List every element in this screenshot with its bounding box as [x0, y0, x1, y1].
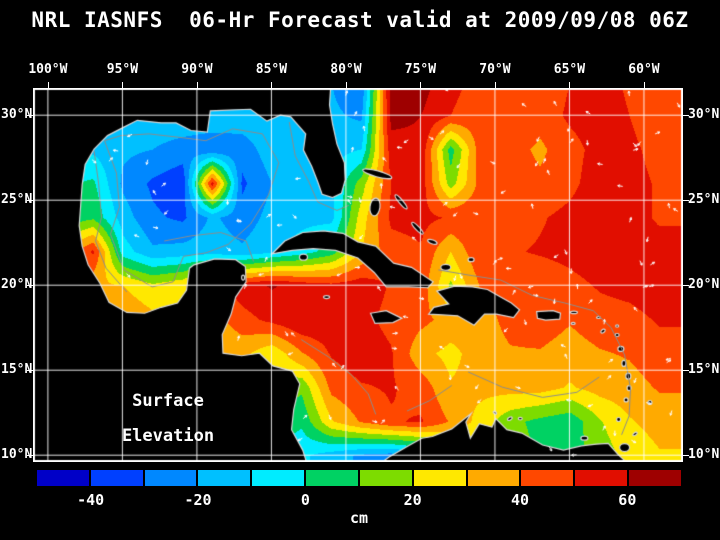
lat-tick-label-left: 25°N — [1, 192, 33, 208]
colorbar-unit-label: cm — [349, 509, 369, 527]
colorbar-tick-label: 60 — [618, 491, 637, 509]
lat-tick-label-right: 10°N — [688, 447, 720, 463]
lon-tick-mark — [494, 82, 496, 88]
colorbar-segment — [252, 470, 305, 486]
lat-tick-label-right: 25°N — [688, 192, 720, 208]
colorbar-segment — [306, 470, 358, 486]
plot-title: NRL IASNFS 06-Hr Forecast valid at 2009/… — [31, 8, 689, 32]
lat-tick-mark — [683, 455, 689, 457]
colorbar-tick-label: 0 — [300, 491, 310, 509]
colorbar-segment — [467, 470, 520, 486]
lat-tick-mark — [683, 115, 689, 117]
lat-tick-label-right: 30°N — [688, 107, 720, 123]
lat-tick-mark — [27, 455, 33, 457]
lon-tick-mark — [196, 82, 198, 88]
colorbar — [37, 470, 681, 486]
colorbar-tick-label: 40 — [510, 491, 530, 509]
variable-annotation: Surface Elevation — [114, 384, 222, 454]
colorbar-segment — [144, 470, 197, 486]
colorbar-tick-label: -40 — [77, 491, 105, 509]
lat-tick-mark — [27, 200, 33, 202]
lon-tick-label: 70°W — [479, 62, 511, 77]
lat-tick-label-left: 30°N — [1, 107, 33, 123]
colorbar-tick-label: 20 — [403, 491, 422, 509]
lat-tick-mark — [683, 200, 689, 202]
lon-tick-mark — [122, 82, 124, 88]
longitude-axis: 100°W 95°W 90°W 85°W 80°W 75°W 70°W 65°W 60°W — [0, 62, 720, 88]
lat-tick-mark — [683, 285, 689, 287]
lon-tick-label: 60°W — [628, 62, 660, 77]
lon-tick-label: 85°W — [255, 62, 288, 77]
lon-tick-label: 90°W — [181, 62, 213, 77]
colorbar-segment — [37, 470, 89, 486]
colorbar-segment — [198, 470, 251, 486]
colorbar-tick-labels: -40 -20 0 20 40 60 — [0, 491, 720, 509]
colorbar-segment — [575, 470, 628, 486]
lat-tick-mark — [27, 285, 33, 287]
colorbar-segment — [521, 470, 574, 486]
lon-tick-mark — [271, 82, 273, 88]
lon-tick-mark — [47, 82, 49, 88]
lat-tick-label-right: 20°N — [688, 277, 720, 293]
lat-tick-mark — [27, 115, 33, 117]
colorbar-segment — [359, 470, 412, 486]
lon-tick-label: 65°W — [553, 62, 586, 77]
lat-tick-mark — [683, 370, 689, 372]
colorbar-segment — [413, 470, 466, 486]
annotation-line2: Elevation — [121, 426, 215, 446]
lon-tick-label: 100°W — [28, 62, 68, 77]
lon-tick-label: 75°W — [404, 62, 437, 77]
lat-tick-label-right: 15°N — [688, 362, 720, 378]
lat-tick-label-left: 15°N — [1, 362, 33, 378]
lat-tick-label-left: 20°N — [1, 277, 33, 293]
lon-tick-mark — [420, 82, 422, 88]
elevation-map-canvas — [33, 88, 683, 462]
lat-tick-mark — [27, 370, 33, 372]
lat-tick-label-left: 10°N — [1, 447, 33, 463]
lon-tick-mark — [345, 82, 347, 88]
colorbar-segment — [629, 470, 681, 486]
lon-tick-label: 80°W — [330, 62, 362, 77]
annotation-line1: Surface — [132, 391, 204, 411]
colorbar-tick-label: -20 — [184, 491, 212, 509]
lon-tick-label: 95°W — [106, 62, 139, 77]
lon-tick-mark — [569, 82, 571, 88]
colorbar-segment — [90, 470, 143, 486]
lon-tick-mark — [643, 82, 645, 88]
